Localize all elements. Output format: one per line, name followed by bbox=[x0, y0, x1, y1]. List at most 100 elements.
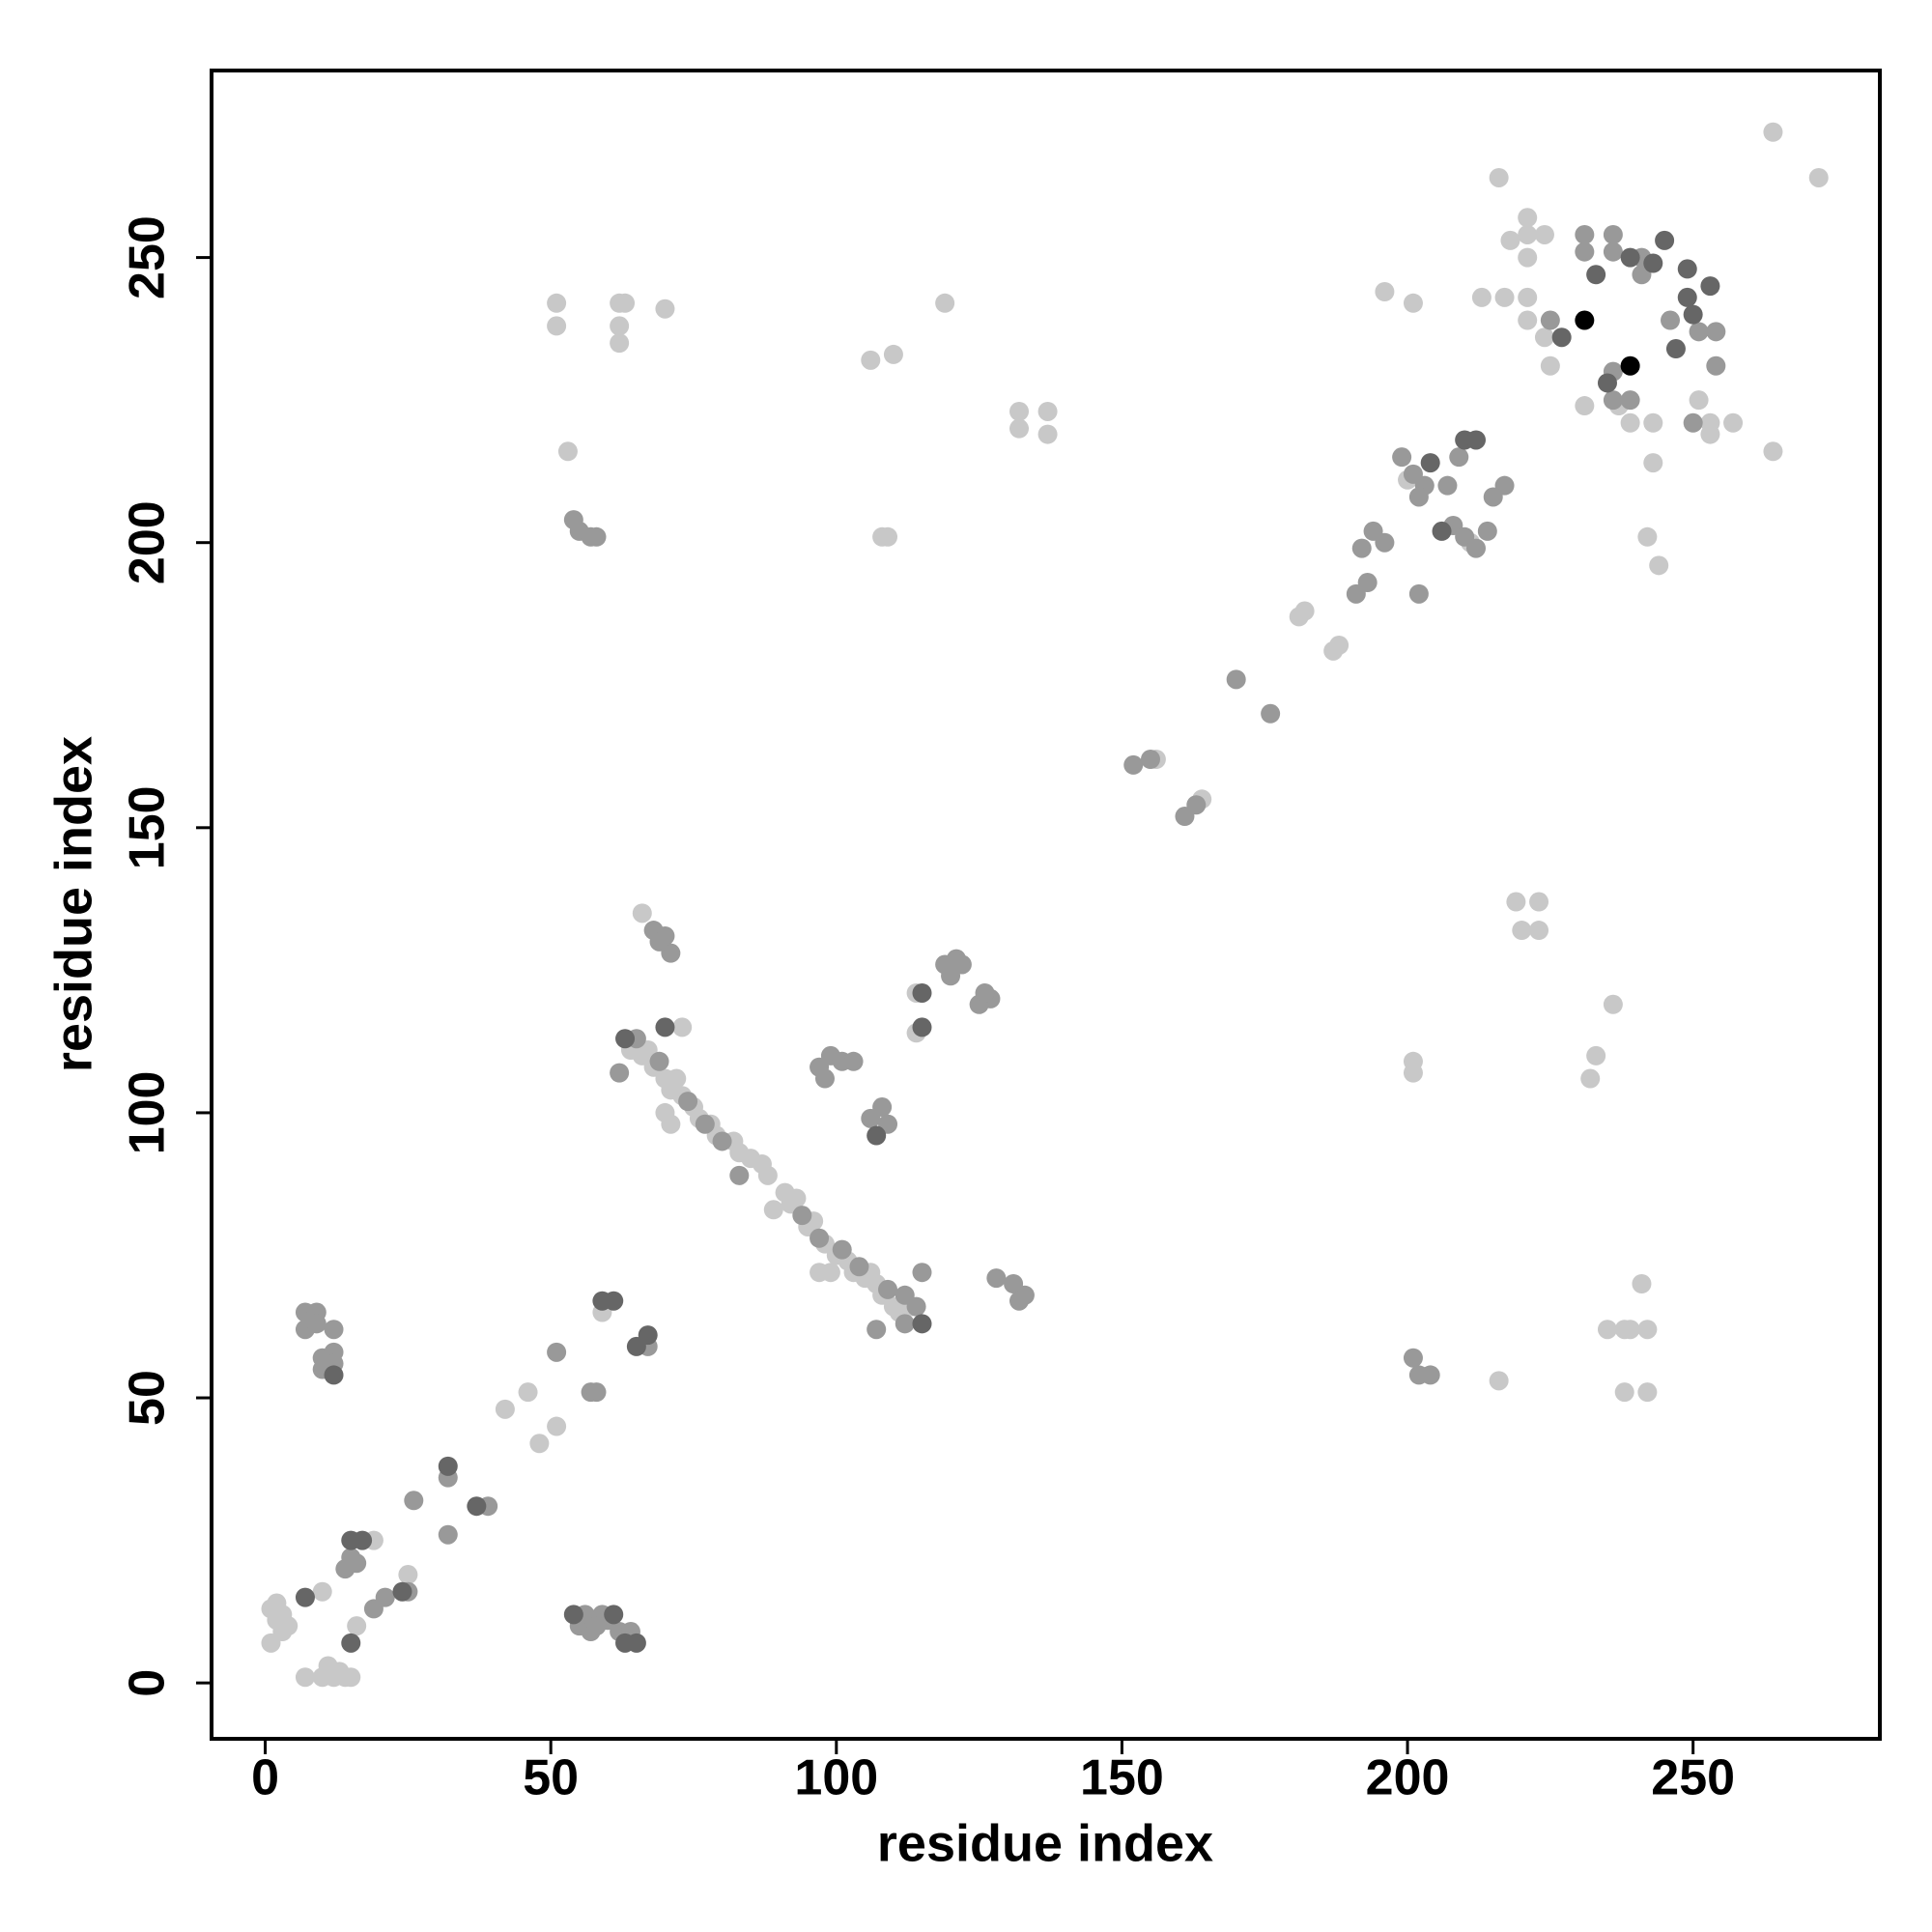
point bbox=[626, 1633, 646, 1653]
point bbox=[1580, 1068, 1601, 1089]
point bbox=[586, 1382, 607, 1403]
point bbox=[1009, 418, 1030, 439]
point bbox=[1637, 1320, 1658, 1340]
y-tick-label: 0 bbox=[120, 1669, 176, 1697]
point bbox=[438, 1524, 458, 1545]
point bbox=[295, 1667, 315, 1688]
point bbox=[1529, 892, 1549, 912]
point bbox=[272, 1622, 293, 1642]
point bbox=[1009, 401, 1030, 421]
point bbox=[1603, 242, 1623, 262]
point bbox=[1375, 532, 1395, 553]
point bbox=[1518, 247, 1538, 268]
point bbox=[1665, 339, 1686, 359]
point bbox=[1512, 921, 1532, 941]
point bbox=[1637, 526, 1658, 547]
point bbox=[786, 1188, 807, 1208]
point bbox=[1620, 355, 1640, 376]
point bbox=[1689, 322, 1709, 342]
point bbox=[347, 1553, 367, 1574]
point bbox=[615, 1029, 636, 1049]
point bbox=[843, 1051, 864, 1071]
point bbox=[672, 1017, 693, 1037]
point bbox=[1465, 430, 1486, 450]
point bbox=[649, 1051, 669, 1071]
point bbox=[1706, 355, 1726, 376]
point bbox=[832, 1239, 852, 1260]
point bbox=[667, 1068, 687, 1089]
x-tick-label: 100 bbox=[794, 1750, 878, 1806]
point bbox=[649, 931, 669, 952]
point bbox=[1586, 265, 1606, 285]
point bbox=[1518, 208, 1538, 228]
point bbox=[814, 1068, 835, 1089]
point bbox=[1518, 224, 1538, 244]
point bbox=[347, 1616, 367, 1636]
point bbox=[1420, 1365, 1440, 1385]
point bbox=[1500, 230, 1520, 250]
point bbox=[1529, 921, 1549, 941]
point bbox=[792, 1206, 812, 1226]
point bbox=[912, 1017, 932, 1037]
point bbox=[1403, 1348, 1423, 1368]
point bbox=[518, 1382, 538, 1403]
point bbox=[872, 1097, 893, 1118]
point bbox=[1700, 424, 1720, 444]
point bbox=[1037, 424, 1058, 444]
point bbox=[1597, 373, 1617, 393]
point bbox=[610, 1063, 630, 1083]
point bbox=[912, 982, 932, 1003]
point bbox=[810, 1228, 830, 1248]
point bbox=[1432, 521, 1452, 541]
point bbox=[849, 1257, 869, 1277]
point bbox=[1471, 287, 1492, 307]
point bbox=[1620, 247, 1640, 268]
point bbox=[563, 1605, 583, 1625]
point bbox=[1643, 253, 1663, 273]
y-tick-label: 100 bbox=[120, 1071, 176, 1155]
point bbox=[1723, 412, 1744, 433]
point bbox=[1534, 224, 1554, 244]
point bbox=[861, 350, 881, 370]
point bbox=[1261, 703, 1281, 724]
point bbox=[1620, 1320, 1640, 1340]
point bbox=[867, 1125, 887, 1146]
point bbox=[267, 1593, 287, 1613]
point bbox=[632, 903, 652, 923]
point bbox=[1437, 475, 1458, 496]
point bbox=[912, 1314, 932, 1334]
point bbox=[495, 1399, 515, 1419]
point bbox=[324, 1365, 344, 1385]
point bbox=[1357, 573, 1378, 593]
point bbox=[341, 1633, 361, 1653]
point bbox=[1477, 521, 1497, 541]
point bbox=[1408, 583, 1429, 604]
x-tick-label: 200 bbox=[1366, 1750, 1450, 1806]
point bbox=[1403, 293, 1423, 313]
point bbox=[638, 1325, 658, 1346]
plot-frame bbox=[210, 69, 1882, 1741]
point bbox=[661, 1114, 681, 1134]
point bbox=[392, 1581, 412, 1602]
point bbox=[1489, 1371, 1509, 1391]
point bbox=[1586, 1045, 1606, 1065]
point bbox=[1186, 795, 1207, 815]
point bbox=[1620, 390, 1640, 411]
point bbox=[1632, 1274, 1652, 1293]
x-axis-title: residue index bbox=[877, 1814, 1213, 1872]
point bbox=[1375, 282, 1395, 302]
point bbox=[1575, 396, 1595, 416]
point bbox=[1449, 447, 1469, 468]
point bbox=[547, 316, 567, 336]
point bbox=[547, 293, 567, 313]
point bbox=[1575, 224, 1595, 244]
x-tick-label: 0 bbox=[251, 1750, 279, 1806]
point bbox=[1408, 487, 1429, 507]
y-tick-label: 200 bbox=[120, 500, 176, 584]
point bbox=[341, 1667, 361, 1688]
point bbox=[1551, 327, 1572, 348]
point bbox=[729, 1165, 750, 1185]
point bbox=[353, 1530, 373, 1550]
point bbox=[867, 1320, 887, 1340]
